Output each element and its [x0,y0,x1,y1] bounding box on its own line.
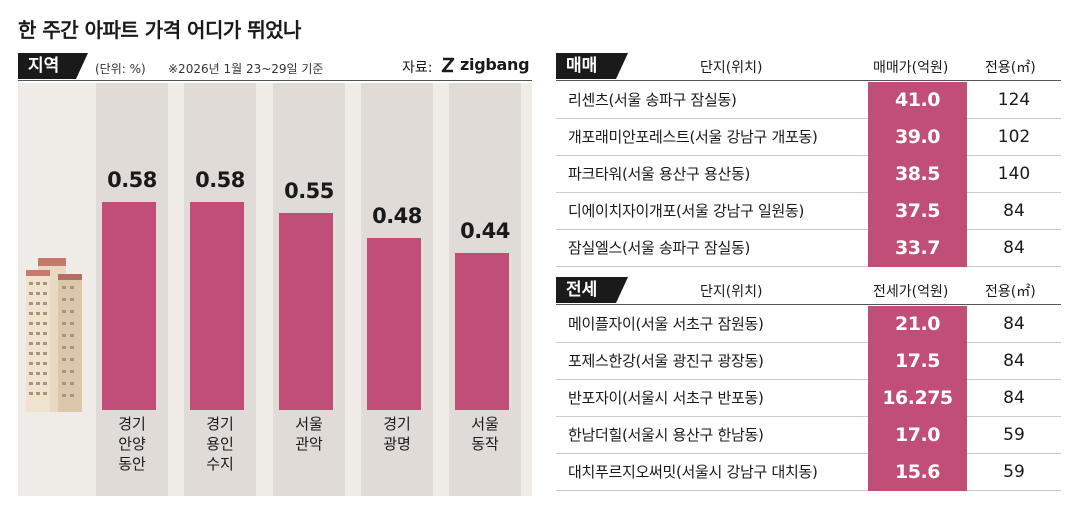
bar-category-line: 동안 [118,455,146,473]
sale-table-row: 파크타워(서울 용산구 용산동) 38.5 140 [556,156,1061,193]
bar-value-label: 0.44 [460,218,510,243]
chart-title: 한 주간 아파트 가격 어디가 뛰었나 [18,18,301,42]
bar-category-line: 관악 [295,435,323,453]
jeonse-header-price: 전세가(억원) [873,284,949,300]
jeonse-price: 16.275 [868,380,967,417]
bar-value-label: 0.55 [284,179,334,204]
unit-note: (단위: %) [95,62,146,76]
sale-table-row: 디에이치자이개포(서울 강남구 일원동) 37.5 84 [556,193,1061,230]
sale-header-name: 단지(위치) [700,60,763,76]
jeonse-price: 17.0 [868,417,967,454]
sale-header-divider [556,80,1061,81]
sale-table-row: 잠실엘스(서울 송파구 잠실동) 33.7 84 [556,230,1061,267]
sale-area: 84 [1003,201,1025,221]
sale-price: 33.7 [868,230,967,267]
sale-price: 38.5 [868,156,967,193]
jeonse-area: 84 [1003,388,1025,408]
sale-area: 140 [997,164,1031,184]
bar-category-line: 수지 [206,455,234,473]
jeonse-complex-name: 반포자이(서울시 서초구 반포동) [568,389,764,407]
jeonse-price: 21.0 [868,306,967,343]
jeonse-table-row: 메이플자이(서울 서초구 잠원동) 21.0 84 [556,306,1061,343]
sale-complex-name: 개포래미안포레스트(서울 강남구 개포동) [568,128,818,146]
bar-category-line: 동작 [471,435,499,453]
jeonse-table-row: 한남더힐(서울시 용산구 한남동) 17.0 59 [556,417,1061,454]
bar [455,252,509,410]
sale-complex-name: 잠실엘스(서울 송파구 잠실동) [568,239,751,257]
bar [102,202,156,410]
jeonse-complex-name: 한남더힐(서울시 용산구 한남동) [568,426,764,444]
jeonse-header-name: 단지(위치) [700,284,763,300]
jeonse-area: 59 [1003,462,1025,482]
sale-area: 124 [997,90,1031,110]
sale-table-row: 리센츠(서울 송파구 잠실동) 41.0 124 [556,82,1061,119]
bar-category-line: 용인 [206,435,234,453]
bar [190,202,244,410]
jeonse-complex-name: 메이플자이(서울 서초구 잠원동) [568,315,764,333]
sale-complex-name: 디에이치자이개포(서울 강남구 일원동) [568,202,805,220]
region-section-label: 지역 [18,53,88,79]
jeonse-header-divider [556,304,1061,305]
jeonse-complex-name: 포제스한강(서울 광진구 광장동) [568,352,764,370]
jeonse-price: 15.6 [868,454,967,491]
sale-header-price: 매매가(억원) [873,60,949,76]
jeonse-area: 84 [1003,314,1025,334]
sale-price: 41.0 [868,82,967,119]
bar-category-line: 안양 [118,435,146,453]
bar-category-line: 경기 [383,415,411,433]
bar-category-line: 경기 [118,415,146,433]
jeonse-header-area: 전용(㎡) [985,284,1036,300]
apartment-building-icon [24,252,86,412]
jeonse-table-row: 포제스한강(서울 광진구 광장동) 17.5 84 [556,343,1061,380]
bar-value-label: 0.48 [372,204,422,229]
bar [367,238,421,410]
jeonse-price: 17.5 [868,343,967,380]
source-brand: zigbang [460,55,530,74]
bar-value-label: 0.58 [107,168,157,193]
sale-header-area: 전용(㎡) [985,60,1036,76]
left-header-divider [18,80,532,81]
sale-table-row: 개포래미안포레스트(서울 강남구 개포동) 39.0 102 [556,119,1061,156]
bar-value-label: 0.58 [195,168,245,193]
sale-section-label: 매매 [556,53,628,79]
sale-area: 84 [1003,238,1025,258]
bar-category-line: 경기 [206,415,234,433]
jeonse-table-row: 반포자이(서울시 서초구 반포동) 16.275 84 [556,380,1061,417]
jeonse-section-label: 전세 [556,277,628,303]
jeonse-complex-name: 대치푸르지오써밋(서울시 강남구 대치동) [568,463,818,481]
bar-category-line: 서울 [295,415,323,433]
sale-complex-name: 파크타워(서울 용산구 용산동) [568,165,751,183]
sale-complex-name: 리센츠(서울 송파구 잠실동) [568,91,737,109]
jeonse-area: 84 [1003,351,1025,371]
bar-category-line: 서울 [471,415,499,433]
jeonse-area: 59 [1003,425,1025,445]
zigbang-logo-icon [441,56,455,74]
jeonse-table-row: 대치푸르지오써밋(서울시 강남구 대치동) 15.6 59 [556,454,1061,491]
sale-price: 37.5 [868,193,967,230]
bar [279,213,333,410]
source-label: 자료: [402,60,433,76]
sale-price: 39.0 [868,119,967,156]
sale-area: 102 [997,127,1031,147]
date-note: ※2026년 1월 23~29일 기준 [168,62,324,76]
bar-category-line: 광명 [383,435,411,453]
